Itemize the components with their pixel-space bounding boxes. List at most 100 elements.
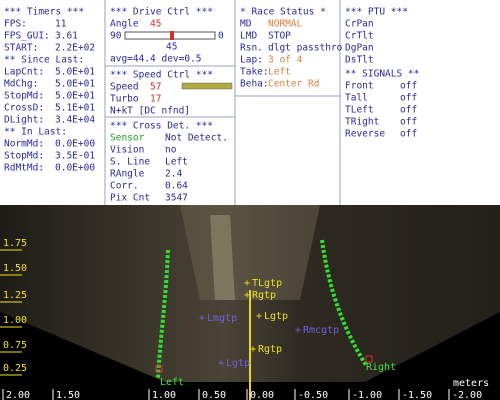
section-title: *** Drive Ctrl ***	[110, 7, 213, 18]
row-value: off	[400, 105, 417, 116]
row-value: off	[400, 129, 417, 140]
marker-label: Rgtp	[258, 344, 282, 355]
row-value: off	[400, 93, 417, 104]
row-label: Sensor	[110, 133, 145, 144]
row-value: 3.5E-01	[55, 151, 95, 162]
left-lane-label: Left	[160, 377, 184, 388]
row-value: dlgt passthro	[268, 43, 343, 54]
row-label: StopMd:	[4, 91, 44, 102]
slider-max: 0	[218, 31, 224, 42]
row-label: FPS:	[4, 19, 27, 30]
angle-value: 45	[150, 19, 161, 30]
row-label: NormMd:	[4, 139, 44, 150]
marker-label: Rmcgtp	[303, 325, 339, 336]
right-lane-label: Right	[366, 362, 396, 373]
row-value: 3547	[165, 193, 188, 204]
row-value: 5.0E+01	[55, 67, 95, 78]
row-value: 11	[55, 19, 67, 30]
y-axis-label: 0.25	[3, 363, 27, 374]
row-label: RAngle	[110, 169, 145, 180]
section-title: *** Cross Det. ***	[110, 121, 213, 132]
row-label: TLeft	[345, 105, 374, 116]
marker-label: Rgtp	[252, 290, 276, 301]
row-label: Beha:	[240, 79, 269, 90]
row-label: Corr.	[110, 181, 139, 192]
x-axis-label: -2.00	[452, 390, 482, 400]
row-label: MdChg:	[4, 79, 38, 90]
row-value: 2.2E+02	[55, 43, 95, 54]
marker-cross: +	[295, 325, 301, 336]
row-label: Turbo	[110, 94, 139, 105]
row-label: DsTlt	[345, 55, 374, 66]
x-axis-label: 0.50	[202, 390, 226, 400]
x-axis-label: -0.50	[298, 390, 328, 400]
x-axis-label: 1.50	[56, 390, 80, 400]
row-label: START:	[4, 43, 38, 54]
row-value: Left	[165, 157, 188, 168]
y-axis-label: 1.75	[3, 238, 27, 249]
row-value: Left	[268, 67, 291, 78]
marker-label: Lmgtp	[207, 313, 237, 324]
row-value: 5.1E+01	[55, 103, 95, 114]
row-label: TRight	[345, 117, 379, 128]
row-label: ** Since Last:	[4, 55, 84, 66]
y-axis-label: 1.00	[3, 315, 27, 326]
unit-label: meters	[453, 378, 489, 389]
row-label: DLight:	[4, 115, 44, 126]
row-label: Reverse	[345, 129, 385, 140]
slider-min: 90	[110, 31, 122, 42]
y-axis-label: 0.75	[3, 340, 27, 351]
row-label: Speed	[110, 82, 139, 93]
x-axis-label: 2.00	[6, 390, 30, 400]
angle-label: Angle	[110, 19, 139, 30]
section-title: *** Speed Ctrl ***	[110, 70, 213, 81]
row-value: Not Detect.	[165, 133, 228, 144]
row-value: 2.4	[165, 169, 182, 180]
marker-label: Lgtp	[226, 358, 250, 369]
row-label: Pix Cnt	[110, 193, 150, 204]
row-label: Vision	[110, 145, 144, 156]
row-label: MD	[240, 19, 252, 30]
slider-thumb[interactable]	[170, 31, 174, 40]
row-label: CrTlt	[345, 31, 374, 42]
row-label: DgPan	[345, 43, 374, 54]
angle-stats: avg=44.4 dev=0.5	[110, 54, 202, 65]
row-label: Tall	[345, 93, 368, 104]
row-value: 0.64	[165, 181, 188, 192]
row-value: Center Rd	[268, 79, 319, 90]
marker-label: TLgtp	[252, 278, 282, 289]
row-value: off	[400, 117, 417, 128]
row-label: Lap:	[240, 55, 263, 66]
section-title: *** PTU ***	[345, 7, 408, 18]
row-label: S. Line	[110, 157, 150, 168]
marker-cross: +	[256, 311, 262, 322]
row-label: CrPan	[345, 19, 374, 30]
row-value: 17	[150, 94, 161, 105]
row-label: RdMtMd:	[4, 163, 44, 174]
x-axis-label: 0.00	[250, 390, 274, 400]
row-label: LMD	[240, 31, 257, 42]
row-label: Take:	[240, 67, 269, 78]
row-value: 0.0E+00	[55, 163, 95, 174]
row-value: no	[165, 145, 177, 156]
marker-cross: +	[218, 358, 224, 369]
row-value: 3.4E+04	[55, 115, 95, 126]
status-panel	[0, 0, 500, 205]
row-value: NORMAL	[268, 19, 303, 30]
row-value: 3.61	[55, 31, 78, 42]
section-title: ** SIGNALS **	[345, 69, 419, 80]
x-axis-label: -1.00	[352, 390, 382, 400]
row-label: Front	[345, 81, 374, 92]
marker-label: Lgtp	[264, 311, 288, 322]
row-label: Rsn.	[240, 43, 263, 54]
slider-value: 45	[166, 42, 177, 53]
row-value: 57	[150, 82, 161, 93]
row-label: LapCnt:	[4, 67, 44, 78]
row-label: FPS_GUI:	[4, 31, 50, 42]
row-label: ** In Last:	[4, 127, 67, 138]
row-value: 5.0E+01	[55, 79, 95, 90]
dividers	[104, 0, 341, 205]
y-axis-label: 1.25	[3, 290, 27, 301]
marker-cross: +	[244, 290, 250, 301]
